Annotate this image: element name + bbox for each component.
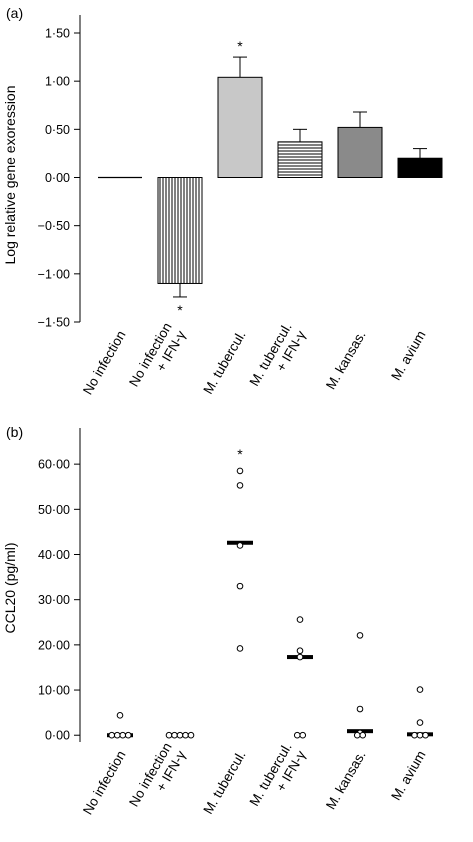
data-point [296,616,304,623]
y-tick-label-a: 0·50 [45,123,70,137]
data-point [236,467,244,475]
data-point [356,632,364,639]
x-tick-label-line: M. kansas. [323,328,369,392]
bar [217,76,263,178]
y-tick-label-a: −1·50 [38,316,70,330]
data-point [296,653,304,661]
y-tick-label-a: 0·00 [45,171,70,185]
y-tick-label-b: 50·00 [38,503,70,517]
panel-b: (b) CCL20 (pg/ml) 60·00 50·00 40·00 30·00 20… [2,424,433,817]
bar [277,141,323,179]
x-tick-label: No infection [80,748,129,817]
panel-label-b: (b) [6,424,23,440]
x-tick-label: No infection+ IFN-γ [126,740,189,809]
data-point [356,705,364,713]
y-tick-label-a: −1·00 [38,267,70,281]
x-tick-label: No infection+ IFN-γ [126,320,189,389]
data-point [416,731,424,739]
data-point [411,731,418,739]
panel-label-a: (a) [6,5,23,21]
data-point [182,731,189,739]
x-tick-label: M. kansas. [323,328,369,392]
data-point [119,731,127,739]
data-point [236,645,244,652]
x-tick-label-line: M. avium [388,748,428,803]
data-point [296,647,304,655]
data-point [416,686,424,693]
significance-marker: * [237,38,243,54]
data-point [416,719,424,726]
x-tick-label-line: M. avium [388,328,428,383]
y-tick-label-b: 60·00 [38,458,70,472]
data-point [165,731,173,739]
data-point [293,731,301,739]
x-tick-label: M. avium [388,748,428,803]
data-point [171,731,178,739]
significance-marker: * [237,446,243,462]
y-tick-label-b: 40·00 [38,548,70,562]
panel-a: (a) Log relative gene exoression 1·50 1·0… [2,5,443,397]
data-point [236,582,244,590]
x-tick-label-line: No infection [80,328,129,397]
y-ticks-b: 60·00 50·00 40·00 30·00 20·00 10·00 0·00 [38,458,80,743]
bar [337,126,383,179]
significance-marker: * [177,302,183,318]
y-axis-label-a: Log relative gene exoression [2,85,18,264]
y-tick-label-b: 20·00 [38,638,70,652]
data-point [236,542,244,549]
x-tick-label: M. tubercul. [200,328,248,397]
data-point [353,731,361,739]
y-tick-label-b: 10·00 [38,684,70,698]
bar [157,177,203,284]
y-tick-label-a: 1·50 [45,27,70,41]
data-point [176,731,184,739]
x-tick-label-line: M. tubercul. [200,748,248,817]
x-tick-label-line: M. kansas. [323,748,369,812]
x-tick-label: No infection [80,328,129,397]
data-point [113,731,121,739]
y-axis-label-b: CCL20 (pg/ml) [2,542,18,633]
y-tick-label-a: −0·50 [38,219,70,233]
data-point [299,731,307,739]
data-point [116,712,124,719]
x-tick-label: M. tubercul.+ IFN-γ [246,740,308,809]
x-tick-label: M. tubercul. [200,748,248,817]
data-point [359,731,367,739]
y-tick-label-b: 0·00 [45,729,70,743]
data-point [108,731,116,739]
y-tick-label-b: 30·00 [38,593,70,607]
bar [397,157,443,179]
data-point [124,731,132,739]
x-tick-label: M. tubercul.+ IFN-γ [246,320,308,389]
x-tick-label: M. kansas. [323,748,369,812]
y-tick-label-a: 1·00 [45,75,70,89]
points-b: * [107,446,433,739]
x-tick-label-line: M. tubercul. [200,328,248,397]
x-tick-label: M. avium [388,328,428,383]
data-point [422,731,429,739]
data-point [187,731,195,739]
x-tick-label-line: No infection [80,748,129,817]
bars-a: ** [98,38,443,318]
y-ticks-a: 1·50 1·00 0·50 0·00 −0·50 −1·00 −1·50 [38,27,80,330]
data-point [236,482,244,489]
